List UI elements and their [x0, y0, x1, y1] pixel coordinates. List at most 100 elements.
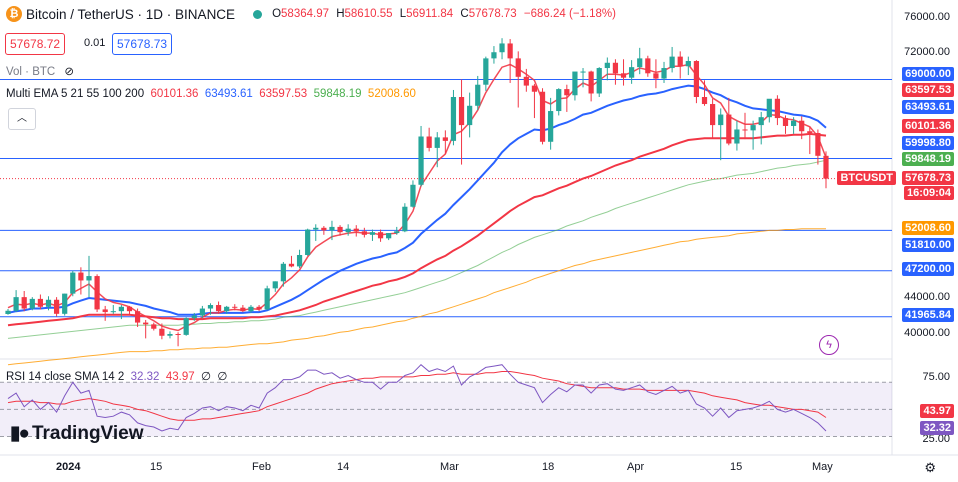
collapse-legend-button[interactable]: ︿	[8, 108, 36, 130]
candle-body-65	[531, 85, 538, 92]
rsi-tick-75: 75.00	[922, 371, 950, 383]
candle-body-62	[507, 43, 513, 59]
rsi-legend[interactable]: RSI 14 close SMA 14 2 32.32 43.97 ∅ ∅	[6, 369, 227, 383]
candle-body-18	[151, 324, 157, 329]
price-tag-ema200: 52008.60	[902, 221, 954, 235]
candle-body-93	[758, 117, 764, 126]
candle-body-86	[701, 97, 708, 105]
ema-legend[interactable]: Multi EMA 5 21 55 100 200 60101.36 63493…	[6, 88, 416, 100]
x-tick-mar: Mar	[440, 461, 459, 473]
market-status-icon	[253, 9, 263, 19]
price-tag-41965: 41965.84	[902, 308, 954, 322]
candle-body-61	[499, 43, 505, 53]
candle-body-4	[37, 298, 44, 307]
candle-body-69	[564, 89, 570, 96]
ema-value-21: 63493.61	[204, 88, 253, 100]
candle-body-85	[693, 61, 700, 97]
ohlc-close: 57678.73	[468, 8, 517, 20]
ohlc-readout: O58364.97 H58610.55 L56911.84 C57678.73 …	[272, 8, 616, 20]
candle-body-29	[240, 307, 246, 312]
candle-body-75	[612, 62, 619, 74]
candle-body-73	[596, 68, 602, 94]
y-tick-44000: 44000.00	[904, 291, 950, 303]
ohlc-change: −686.24 (−1.18%)	[523, 8, 616, 20]
candle-body-14	[118, 306, 124, 312]
ema-value-5: 60101.36	[150, 88, 199, 100]
candle-body-97	[790, 120, 797, 126]
candle-body-74	[604, 62, 610, 69]
candle-body-40	[329, 226, 335, 231]
candle-body-56	[458, 97, 465, 126]
candle-body-54	[442, 137, 448, 141]
candle-body-90	[734, 129, 740, 144]
candle-body-57	[467, 105, 473, 126]
candle-body-42	[345, 228, 351, 233]
symbol-title[interactable]: Bitcoin / TetherUS · 1D · BINANCE	[26, 6, 236, 22]
candle-body-52	[426, 136, 432, 148]
eye-hidden-icon[interactable]: ⊘	[64, 66, 75, 78]
price-tag-ema55: 63597.53	[902, 83, 954, 97]
candle-body-82	[669, 56, 675, 69]
candle-body-23	[191, 315, 197, 319]
candle-body-96	[782, 118, 789, 126]
price-tag-ema100: 59848.19	[902, 152, 954, 166]
ohlc-open: 58364.97	[281, 8, 329, 20]
candle-body-24	[199, 308, 205, 316]
candle-body-37	[305, 229, 311, 255]
candle-body-47	[386, 233, 392, 239]
rsi-ma-value: 43.97	[165, 371, 195, 383]
candle-body-79	[645, 58, 651, 74]
candle-body-11	[94, 276, 100, 310]
y-tick-40000: 40000.00	[904, 327, 950, 339]
alert-bolt-icon[interactable]: ϟ	[819, 335, 839, 355]
candle-body-16	[134, 311, 141, 323]
candle-body-6	[53, 299, 60, 314]
candle-body-87	[710, 104, 716, 126]
price-tag-last: 57678.73	[902, 171, 954, 185]
candle-body-1	[13, 297, 19, 311]
bitcoin-logo-icon: ₿	[6, 6, 22, 22]
ema-value-200: 52008.60	[367, 88, 416, 100]
candle-body-60	[491, 52, 497, 59]
candle-body-78	[637, 58, 643, 68]
candle-body-39	[321, 227, 327, 231]
candle-body-63	[515, 58, 521, 77]
candle-body-91	[742, 129, 748, 131]
candle-body-55	[450, 97, 457, 141]
candle-body-32	[264, 288, 270, 310]
candle-body-44	[361, 231, 367, 235]
x-tick-18: 18	[542, 461, 555, 473]
settings-gear-icon[interactable]: ⚙	[924, 460, 936, 475]
candle-body-45	[369, 232, 376, 235]
volume-legend[interactable]: Vol · BTC ⊘	[6, 64, 74, 78]
ohlc-high: 58610.55	[344, 8, 393, 20]
candle-body-53	[434, 137, 440, 148]
ema100-line	[7, 159, 827, 339]
candle-body-95	[774, 98, 781, 119]
y-tick-72000: 72000.00	[904, 46, 950, 58]
candle-body-41	[337, 226, 343, 233]
symbol-tag: BTCUSDT	[837, 171, 896, 185]
candle-body-12	[102, 309, 108, 313]
candle-body-49	[402, 206, 408, 232]
candle-body-58	[475, 84, 481, 106]
candle-body-50	[410, 184, 416, 207]
candle-body-48	[394, 231, 400, 234]
candle-body-83	[677, 56, 683, 67]
sell-price-button[interactable]: 57678.72	[5, 33, 66, 55]
tradingview-logo[interactable]: ▮● TradingView	[10, 422, 144, 445]
rsi-value: 32.32	[130, 371, 160, 383]
candle-body-20	[167, 334, 173, 336]
x-tick-15: 15	[150, 461, 163, 473]
candle-body-17	[143, 322, 149, 325]
price-tag-ema21: 63493.61	[902, 100, 954, 114]
price-tag-51810: 51810.00	[902, 238, 954, 252]
candle-body-21	[175, 334, 181, 335]
ema-label: Multi EMA 5 21 55 100 200	[6, 88, 145, 100]
candle-body-0	[5, 310, 11, 314]
buy-price-button[interactable]: 57678.73	[112, 33, 173, 55]
price-tag-47200: 47200.00	[902, 262, 954, 276]
price-tag-59998: 59998.80	[902, 136, 954, 150]
price-tag-ema5: 60101.36	[902, 119, 954, 133]
